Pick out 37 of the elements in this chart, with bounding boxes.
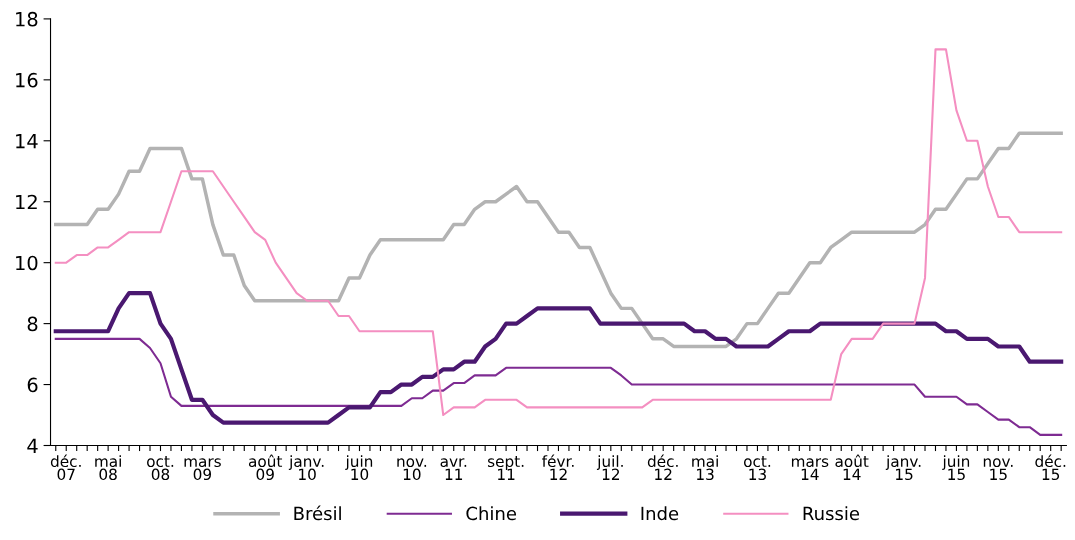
x-tick-label: janv. 15 [885, 455, 921, 481]
x-tick-label: sept. 11 [487, 456, 524, 480]
x-tick-label: mai 08 [95, 455, 121, 481]
line-series [54, 131, 1063, 349]
x-tick-label: oct. 13 [743, 456, 771, 481]
x-tick-label: août 14 [835, 454, 869, 480]
x-tick-label: juin 15 [942, 455, 970, 481]
y-tick-label: 4 [27, 438, 38, 453]
x-tick-label: déc. 12 [647, 454, 678, 480]
x-tick-label: nov. 10 [397, 458, 427, 481]
line-series [54, 48, 1063, 417]
x-tick-label: déc. 07 [50, 454, 81, 481]
y-tick-label: 8 [27, 316, 38, 332]
x-tick-label: déc. 15 [1035, 454, 1066, 481]
line-series [53, 291, 1064, 425]
legend-label: Chine [466, 506, 517, 521]
x-tick-label: mars 09 [184, 458, 221, 481]
legend-label: Russie [803, 506, 860, 521]
y-tick-label: 12 [16, 194, 37, 210]
x-tick-label: févr. 12 [542, 454, 574, 480]
y-tick-label: 14 [16, 134, 38, 149]
x-tick-label: nov. 15 [983, 458, 1013, 481]
legend-label: Brésil [294, 505, 341, 521]
y-tick-label: 6 [27, 377, 38, 393]
x-tick-label: juin 10 [345, 455, 373, 481]
legend-label: Inde [641, 506, 679, 521]
x-tick-label: avr. 11 [440, 458, 467, 480]
x-tick-label: mai 13 [692, 455, 718, 481]
x-tick-label: oct. 08 [147, 456, 174, 481]
x-tick-label: août 09 [248, 454, 283, 481]
x-tick-label: juil. 12 [596, 455, 623, 480]
x-tick-label: mars 14 [791, 458, 829, 480]
y-tick-label: 18 [16, 11, 38, 27]
line-series [54, 337, 1063, 436]
x-tick-label: janv. 10 [288, 455, 324, 481]
y-tick-label: 16 [16, 72, 38, 88]
y-tick-label: 10 [16, 255, 38, 271]
